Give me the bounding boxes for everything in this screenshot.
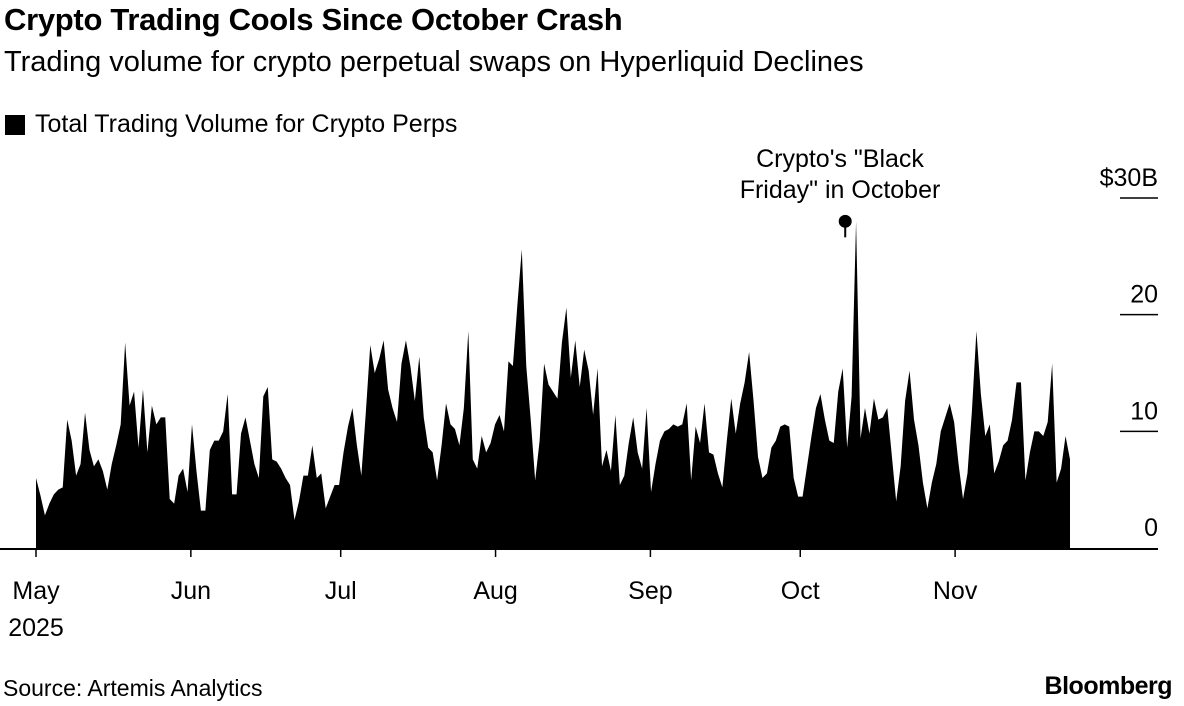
brand-logo: Bloomberg <box>1044 672 1173 700</box>
annotation-line-1: Crypto's "Black <box>756 145 924 173</box>
chart-title: Crypto Trading Cools Since October Crash <box>4 2 623 37</box>
x-tick-label-nov: Nov <box>933 577 978 605</box>
legend: Total Trading Volume for Crypto Perps <box>5 110 457 139</box>
x-tick-label-jul: Jul <box>325 577 357 605</box>
legend-label: Total Trading Volume for Crypto Perps <box>35 110 458 138</box>
y-tick-label-10: 10 <box>1130 397 1158 425</box>
legend-swatch <box>5 114 25 135</box>
source-note: Source: Artemis Analytics <box>3 675 263 701</box>
annotation-line-2: Friday" in October <box>739 176 941 204</box>
y-tick-label-20: 20 <box>1130 281 1158 309</box>
x-tick-label-may: May <box>12 577 60 605</box>
x-tick-sublabel-year: 2025 <box>8 614 64 642</box>
chart-subtitle: Trading volume for crypto perpetual swap… <box>4 46 864 78</box>
x-tick-label-sep: Sep <box>628 577 672 605</box>
annotation-text: Crypto's "Black Friday" in October <box>700 144 980 206</box>
x-tick-label-jun: Jun <box>171 577 211 605</box>
annotation-marker <box>838 214 852 228</box>
y-tick-label-0: 0 <box>1144 514 1158 542</box>
area-series-volume <box>36 221 1070 548</box>
x-tick-label-aug: Aug <box>473 577 517 605</box>
y-tick-label-30: $30B <box>1100 164 1158 192</box>
x-tick-label-oct: Oct <box>781 577 820 605</box>
